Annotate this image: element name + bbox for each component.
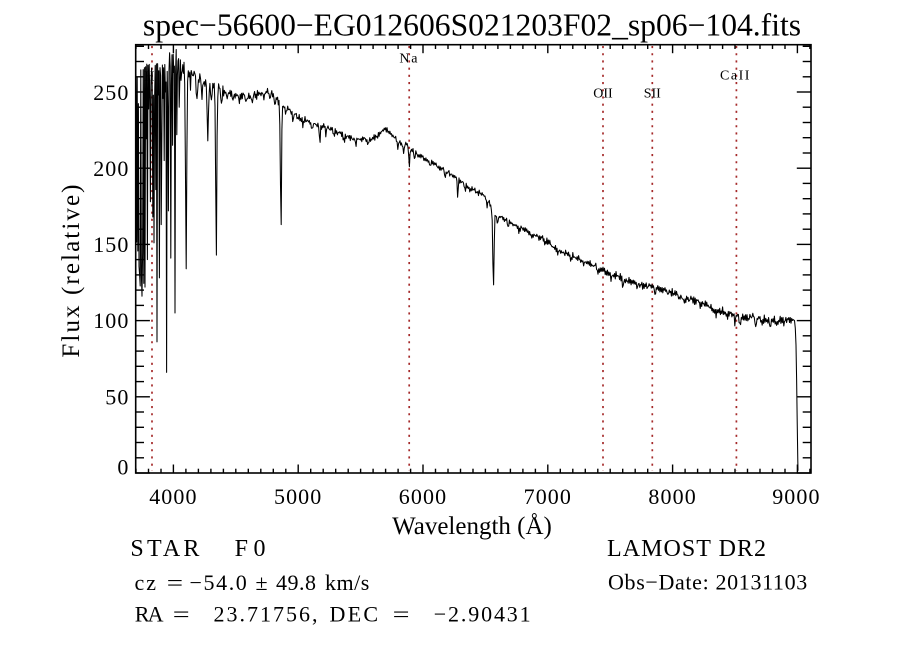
svg-text:F0: F0 <box>235 536 271 562</box>
svg-text:Wavelength (Å): Wavelength (Å) <box>392 513 552 540</box>
svg-text:200: 200 <box>93 156 129 181</box>
svg-text:=: = <box>167 570 183 595</box>
svg-text:50: 50 <box>105 384 129 409</box>
svg-text:spec−56600−EG012606S021203F02_: spec−56600−EG012606S021203F02_sp06−104.f… <box>143 8 801 43</box>
svg-text:Na: Na <box>399 52 419 67</box>
svg-text:LAMOST DR2: LAMOST DR2 <box>607 536 767 562</box>
svg-text:CaII: CaII <box>720 69 751 84</box>
svg-text:−2.90431: −2.90431 <box>434 602 533 627</box>
svg-text:H: H <box>144 70 154 85</box>
svg-text:7000: 7000 <box>524 484 572 509</box>
svg-text:6000: 6000 <box>399 484 447 509</box>
svg-text:−54.0: −54.0 <box>190 570 249 595</box>
svg-text:±: ± <box>256 570 268 595</box>
svg-text:0: 0 <box>117 454 129 479</box>
svg-text:SII: SII <box>644 87 661 102</box>
svg-text:8000: 8000 <box>648 484 696 509</box>
svg-text:OII: OII <box>593 87 613 102</box>
svg-text:=: = <box>393 602 410 627</box>
svg-text:km/s: km/s <box>325 570 370 595</box>
svg-text:9000: 9000 <box>772 484 820 509</box>
svg-text:Flux (relative): Flux (relative) <box>58 182 85 357</box>
svg-text:4000: 4000 <box>149 484 197 509</box>
svg-text:=: = <box>173 602 190 627</box>
svg-text:DEC: DEC <box>330 602 381 627</box>
svg-text:23.71756,: 23.71756, <box>214 602 320 627</box>
svg-text:250: 250 <box>93 80 129 105</box>
svg-text:cz: cz <box>135 570 159 595</box>
svg-text:49.8: 49.8 <box>276 570 317 595</box>
svg-text:150: 150 <box>93 232 129 257</box>
svg-text:Obs−Date: 20131103: Obs−Date: 20131103 <box>608 570 808 595</box>
svg-text:RA: RA <box>135 602 164 627</box>
svg-text:100: 100 <box>93 308 129 333</box>
svg-text:STAR: STAR <box>130 536 202 562</box>
svg-text:5000: 5000 <box>274 484 322 509</box>
